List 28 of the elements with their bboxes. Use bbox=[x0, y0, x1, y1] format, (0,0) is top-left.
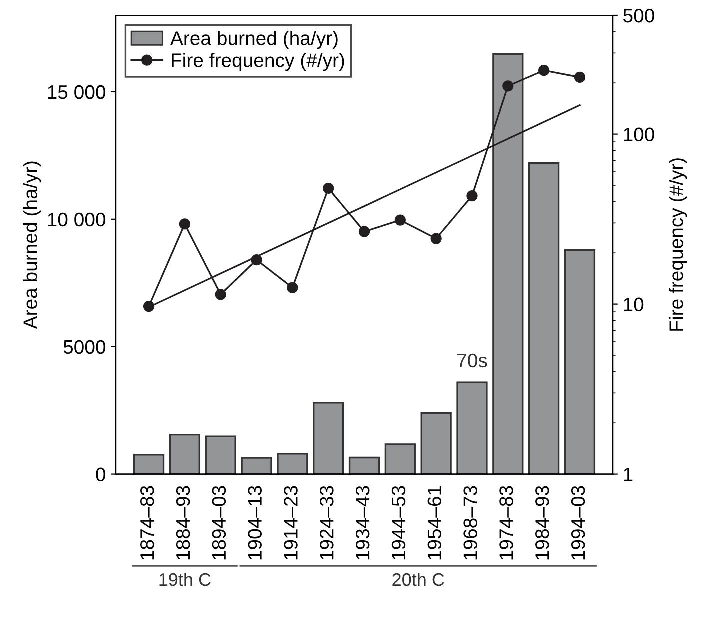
x-tick-label: 1934–43 bbox=[356, 486, 370, 560]
x-tick-label: 1914–23 bbox=[284, 486, 298, 560]
y-tick-label: 0 bbox=[96, 468, 106, 482]
y2-tick-label: 500 bbox=[624, 8, 654, 23]
text: 19th C bbox=[160, 572, 211, 586]
x-tick-label: 1924–33 bbox=[320, 486, 334, 560]
x-tick-label: 1894–03 bbox=[212, 486, 226, 560]
x-tick-label: 1904–13 bbox=[248, 486, 262, 560]
y-axis-title: Area burned (ha/yr) bbox=[23, 162, 42, 330]
x-tick-label: 1954–61 bbox=[428, 486, 442, 560]
text: 20th C bbox=[392, 572, 444, 586]
annotation: 70s bbox=[458, 354, 488, 368]
x-tick-label: 1968–73 bbox=[464, 486, 478, 560]
x-tick-label: 1944–53 bbox=[392, 486, 406, 560]
x-tick-label: 1994–03 bbox=[571, 486, 586, 560]
y2-tick-label: 10 bbox=[624, 298, 644, 312]
x-tick-label: 1974–83 bbox=[500, 486, 514, 560]
y2-axis-title: Fire frequency (#/yr) bbox=[669, 158, 688, 331]
x-tick-label: 1874–83 bbox=[140, 486, 154, 560]
legend-label: Fire frequency (#/yr) bbox=[172, 53, 344, 72]
x-tick-label: 1884–93 bbox=[176, 486, 190, 560]
y-tick-label: 15 000 bbox=[48, 85, 106, 100]
y-tick-label: 5000 bbox=[64, 340, 106, 354]
y2-tick-label: 100 bbox=[624, 128, 654, 142]
y2-tick-label: 1 bbox=[624, 468, 633, 482]
y-tick-label: 10 000 bbox=[48, 212, 106, 227]
x-tick-label: 1984–93 bbox=[536, 486, 550, 560]
legend-label: Area burned (ha/yr) bbox=[170, 31, 338, 50]
